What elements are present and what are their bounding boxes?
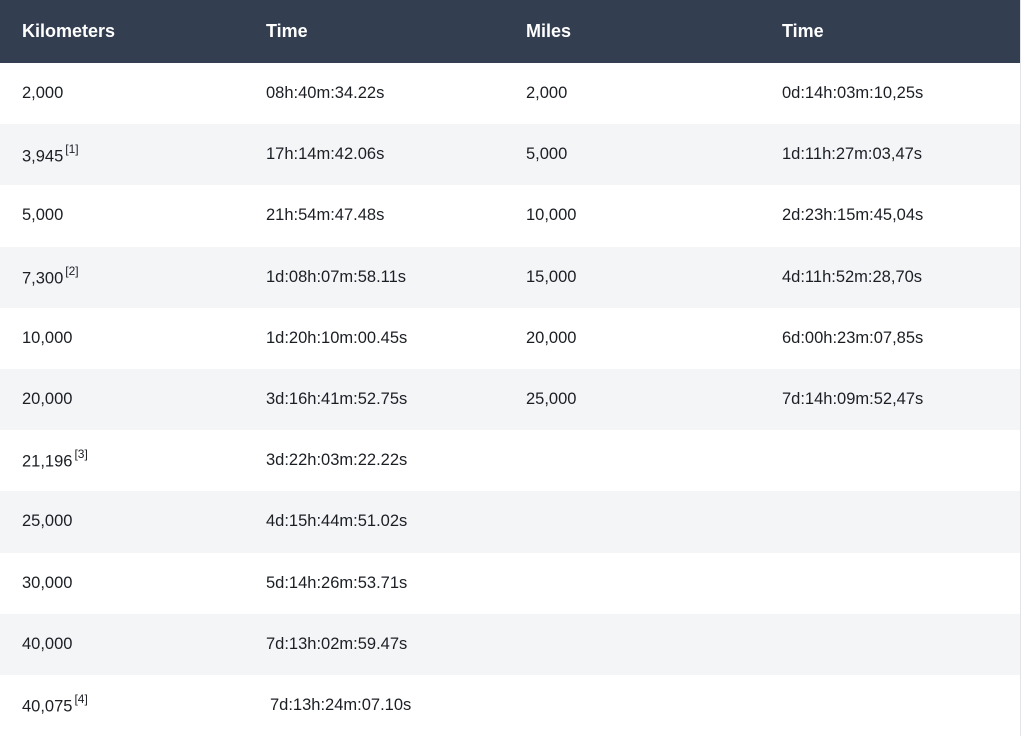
km-cell: 3,945 [1] [0,124,244,186]
km-time-cell: 4d:15h:44m:51.02s [244,491,504,553]
km-cell: 30,000 [0,553,244,614]
miles-cell [504,553,760,614]
mi-time-cell: 2d:23h:15m:45,04s [782,206,924,225]
miles-cell: 2,000 [526,84,568,103]
header-mi-time: Time [760,0,1021,63]
mi-time-cell [760,491,1021,553]
km-cell: 10,000 [0,308,244,369]
table-row: 21,196 [3] 3d:22h:03m:22.22s [0,430,1021,491]
miles-cell [504,430,760,491]
mi-time-cell: 4d:11h:52m:28,70s [760,246,1021,308]
km-cell: 40,000 [0,613,244,675]
km-value: 21,196 [22,452,73,471]
km-value: 40,075 [22,697,73,716]
table-row: 40,075 [4] 7d:13h:24m:07.10s [0,675,1021,736]
footnote-link[interactable]: [2] [65,263,79,278]
mi-time-cell: 6d:00h:23m:07,85s [782,328,924,347]
miles-cell [504,613,760,675]
table-row: 40,000 7d:13h:02m:59.47s [0,613,1021,675]
table-row: 30,000 5d:14h:26m:53.71s [0,553,1021,614]
header-km-time: Time [244,0,504,63]
footnote-link[interactable]: [4] [74,692,88,707]
table-row: 25,000 4d:15h:44m:51.02s [0,491,1021,553]
km-value: 30,000 [22,573,73,592]
km-value: 20,000 [22,390,73,409]
km-cell: 5,000 [0,185,244,246]
km-cell: 21,196 [3] [0,430,244,491]
km-time-cell: 21h:54m:47.48s [266,206,385,225]
table-row: 5,000 21h:54m:47.48s 10,000 2d:23h:15m:45,0… [0,185,1021,246]
km-value: 40,000 [22,634,73,653]
km-time-cell: 1d:08h:07m:58.11s [244,246,504,308]
table-row: 3,945 [1] 17h:14m:42.06s 5,000 1d:11h:27m:03… [0,124,1021,186]
footnote-link[interactable]: [3] [74,447,88,462]
mi-time-cell [760,675,1021,736]
km-value: 3,945 [22,147,64,166]
miles-cell [504,675,760,736]
km-value: 7,300 [22,269,64,288]
footnote-link[interactable]: [1] [65,141,79,156]
km-cell: 2,000 [0,63,244,124]
mi-time-cell: 7d:14h:09m:52,47s [760,368,1021,431]
header-kilometers: Kilometers [0,0,244,63]
miles-cell: 10,000 [526,206,577,225]
km-value: 5,000 [22,206,64,225]
km-time-cell: 5d:14h:26m:53.71s [266,573,408,592]
table-row: 20,000 3d:16h:41m:52.75s 25,000 7d:14h:09m:… [0,368,1021,431]
table-row: 7,300 [2] 1d:08h:07m:58.11s 15,000 4d:11h:52… [0,246,1021,308]
header-miles: Miles [504,0,760,63]
mi-time-cell [760,430,1021,491]
km-cell: 7,300 [2] [0,246,244,308]
header-row: Kilometers Time Miles Time [0,0,1021,63]
km-cell: 20,000 [0,368,244,431]
km-time-cell: 08h:40m:34.22s [266,84,385,103]
km-time-cell: 17h:14m:42.06s [244,124,504,186]
table-row: 10,000 1d:20h:10m:00.45s 20,000 6d:00h:23m:… [0,308,1021,369]
miles-cell: 20,000 [526,328,577,347]
km-time-cell: 3d:16h:41m:52.75s [244,368,504,431]
mi-time-cell [760,553,1021,614]
km-time-cell: 7d:13h:02m:59.47s [244,613,504,675]
km-time-cell: 7d:13h:24m:07.10s [270,695,412,714]
miles-cell: 15,000 [504,246,760,308]
miles-cell: 5,000 [504,124,760,186]
km-value: 2,000 [22,84,64,103]
mi-time-cell: 0d:14h:03m:10,25s [782,84,924,103]
km-cell: 40,075 [4] [0,675,244,736]
mi-time-cell [760,613,1021,675]
miles-cell [504,491,760,553]
km-value: 10,000 [22,328,73,347]
km-value: 25,000 [22,512,73,531]
km-cell: 25,000 [0,491,244,553]
km-time-cell: 1d:20h:10m:00.45s [266,328,408,347]
mi-time-cell: 1d:11h:27m:03,47s [760,124,1021,186]
km-time-cell: 3d:22h:03m:22.22s [266,451,408,470]
table-row: 2,000 08h:40m:34.22s 2,000 0d:14h:03m:10,25… [0,63,1021,124]
miles-cell: 25,000 [504,368,760,431]
